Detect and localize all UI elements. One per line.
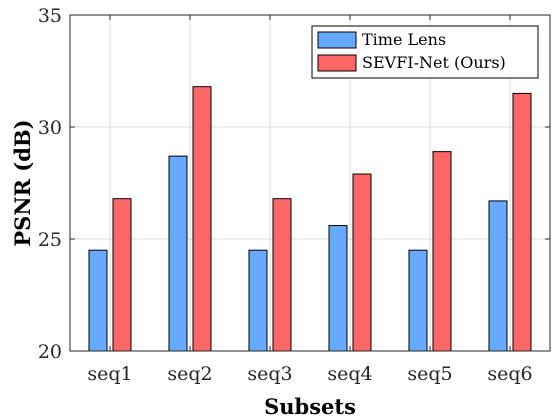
bar-time-lens <box>328 225 348 352</box>
legend-swatch-sevfi-net <box>317 54 357 72</box>
x-axis-title: Subsets <box>264 394 356 419</box>
bars <box>88 86 532 352</box>
ticks: 20 25 30 35 seq1 seq2 seq3 seq4 seq5 seq6 <box>38 5 550 385</box>
bar-sevfi-net <box>272 198 292 352</box>
bar-time-lens <box>248 249 268 352</box>
y-tick-label: 20 <box>38 341 62 363</box>
plot-frame <box>69 14 551 352</box>
x-tick-label: seq2 <box>167 363 212 385</box>
y-tick-label: 35 <box>38 5 62 27</box>
x-tick-label: seq5 <box>407 363 452 385</box>
bar-sevfi-net <box>192 86 212 352</box>
bar-time-lens <box>408 249 428 352</box>
y-axis-title: PSNR (dB) <box>10 119 35 246</box>
legend-label-sevfi-net: SEVFI-Net (Ours) <box>362 53 506 72</box>
bar-sevfi-net <box>112 198 132 352</box>
bar-sevfi-net <box>352 173 372 352</box>
bar-time-lens <box>488 200 508 352</box>
x-tick-label: seq1 <box>87 363 132 385</box>
bar-time-lens <box>168 155 188 352</box>
bar-time-lens <box>88 249 108 352</box>
x-tick-label: seq3 <box>247 363 292 385</box>
x-tick-label: seq6 <box>487 363 532 385</box>
y-tick-label: 25 <box>38 229 62 251</box>
bar-sevfi-net <box>512 92 532 352</box>
y-tick-label: 30 <box>38 117 62 139</box>
legend: Time Lens SEVFI-Net (Ours) <box>311 25 539 79</box>
x-tick-label: seq4 <box>327 363 372 385</box>
bar-sevfi-net <box>432 151 452 352</box>
legend-label-time-lens: Time Lens <box>362 30 446 49</box>
legend-swatch-time-lens <box>317 31 357 49</box>
